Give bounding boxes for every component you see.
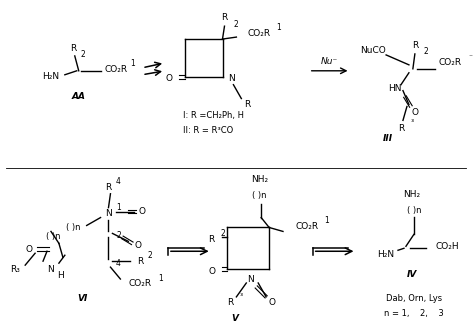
Text: O: O (165, 74, 173, 83)
Text: R: R (209, 235, 215, 244)
Text: ( )n: ( )n (46, 232, 60, 241)
Text: ³: ³ (240, 292, 243, 301)
Text: O: O (135, 241, 142, 250)
Text: III: III (383, 134, 393, 143)
Text: O: O (26, 245, 33, 254)
Text: ( )n: ( )n (65, 223, 80, 232)
Text: NH₂: NH₂ (403, 190, 420, 199)
Text: CO₂R: CO₂R (247, 29, 271, 38)
Text: II: R = R³CO: II: R = R³CO (183, 126, 233, 135)
Text: O: O (208, 266, 215, 276)
Text: HN: HN (388, 84, 402, 93)
Text: ( )n: ( )n (407, 206, 421, 215)
Text: n = 1,    2,    3: n = 1, 2, 3 (384, 309, 444, 318)
Text: R: R (137, 257, 143, 266)
Text: 1: 1 (324, 216, 329, 225)
Text: CO₂H: CO₂H (436, 242, 459, 251)
Text: 2: 2 (80, 50, 85, 60)
Text: CO₂R: CO₂R (295, 222, 319, 231)
Text: CO₂R: CO₂R (128, 279, 152, 289)
Text: 1: 1 (130, 59, 135, 68)
Text: O: O (411, 108, 419, 117)
Text: N: N (105, 209, 112, 218)
Text: 2: 2 (423, 47, 428, 57)
Text: R₃: R₃ (10, 265, 20, 274)
Text: 1: 1 (159, 273, 164, 283)
Text: CO₂R: CO₂R (105, 65, 128, 74)
Text: 4: 4 (116, 259, 121, 268)
Text: R: R (244, 100, 250, 109)
Text: R: R (412, 40, 418, 50)
Text: 1: 1 (277, 23, 282, 32)
Text: N: N (247, 274, 254, 284)
Text: H: H (57, 270, 64, 280)
Text: 2: 2 (233, 20, 238, 29)
Text: ( )n: ( )n (252, 191, 266, 200)
Text: R: R (105, 183, 111, 192)
Text: 4: 4 (116, 177, 121, 186)
Text: IV: IV (407, 269, 417, 279)
Text: 1: 1 (116, 203, 121, 212)
Text: H₂N: H₂N (378, 250, 395, 259)
Text: N: N (228, 74, 235, 83)
Text: O: O (269, 298, 275, 307)
Text: 2: 2 (220, 229, 225, 238)
Text: AA: AA (72, 92, 86, 101)
Text: N: N (47, 265, 55, 274)
Text: VI: VI (78, 294, 88, 303)
Text: H₂N: H₂N (42, 72, 60, 81)
Text: NuCO: NuCO (360, 46, 386, 56)
Text: R: R (221, 13, 228, 22)
Text: R: R (228, 298, 234, 307)
Text: NH₂: NH₂ (251, 175, 268, 184)
Text: ³: ³ (410, 118, 413, 127)
Text: I: R =CH₂Ph, H: I: R =CH₂Ph, H (183, 111, 244, 120)
Text: R: R (398, 124, 404, 133)
Text: V: V (231, 314, 238, 323)
Text: Nu⁻: Nu⁻ (321, 57, 338, 66)
Text: 2: 2 (148, 251, 153, 260)
Text: ⁻: ⁻ (468, 52, 473, 62)
Text: Dab, Orn, Lys: Dab, Orn, Lys (386, 294, 442, 303)
Text: CO₂R: CO₂R (438, 58, 461, 67)
Text: 2: 2 (116, 231, 121, 240)
Text: R: R (70, 44, 76, 54)
Text: O: O (139, 207, 146, 216)
